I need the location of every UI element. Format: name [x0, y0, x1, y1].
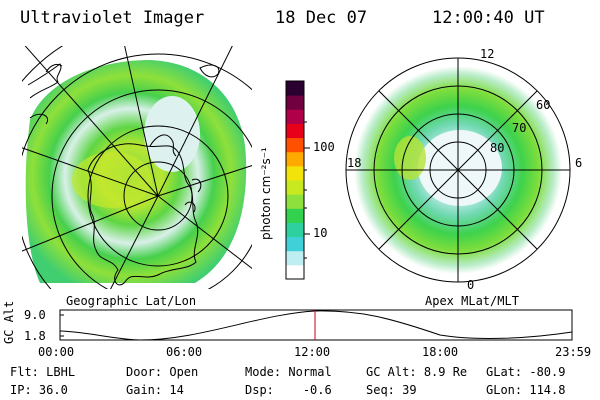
geo-lon-info: GLon: 114.8: [486, 383, 566, 397]
altitude-ytick-max: 9.0: [24, 308, 46, 322]
filter-info: Flt: LBHL: [10, 365, 76, 379]
colorbar-segment: [286, 264, 304, 280]
altitude-ytick-min: 1.8: [24, 329, 46, 343]
colorbar-segment: [286, 151, 304, 167]
colorbar-segment: [286, 123, 304, 139]
mode-info: Mode: Normal: [245, 365, 332, 379]
colorbar-segment: [286, 137, 304, 153]
right-map-caption: Apex MLat/MLT: [425, 294, 519, 308]
mlt-label-top: 12: [480, 47, 495, 61]
colorbar: [285, 80, 310, 280]
geographic-map: [22, 46, 252, 289]
door-info: Door: Open: [126, 365, 199, 379]
gain-info: Gain: 14: [126, 383, 184, 397]
mlt-label-bottom: 0: [467, 278, 475, 292]
colorbar-tick-10: 10: [313, 226, 328, 240]
mlt-label-right: 6: [575, 156, 583, 170]
altitude-plot: [59, 309, 573, 341]
colorbar-segment: [286, 250, 304, 266]
sequence-info: Seq: 39: [366, 383, 417, 397]
observation-date: 18 Dec 07: [275, 8, 368, 28]
dsp-info: Dsp: -0.6: [245, 383, 332, 397]
colorbar-segment: [286, 236, 304, 252]
mlat-label-60: 60: [536, 98, 551, 112]
ip-info: IP: 36.0: [10, 383, 68, 397]
geo-lat-info: GLat: -80.9: [486, 365, 566, 379]
left-map-caption: Geographic Lat/Lon: [66, 294, 197, 308]
time-tick-1800: 18:00: [422, 345, 459, 359]
time-tick-2359: 23:59: [555, 345, 592, 359]
mlat-label-70: 70: [512, 121, 527, 135]
colorbar-unit-label: photon cm⁻²s⁻¹: [259, 147, 273, 240]
mlt-label-left: 18: [347, 156, 362, 170]
time-tick-0000: 00:00: [38, 345, 75, 359]
colorbar-segment: [286, 95, 304, 110]
colorbar-tick-100: 100: [313, 140, 335, 154]
time-tick-1200: 12:00: [294, 345, 331, 359]
colorbar-segment: [286, 165, 304, 181]
colorbar-segment: [286, 208, 304, 223]
colorbar-segment: [286, 194, 304, 209]
gc-alt-info: GC Alt: 8.9 Re: [366, 365, 468, 379]
colorbar-segment: [286, 109, 304, 124]
time-tick-0600: 06:00: [166, 345, 203, 359]
colorbar-segment: [286, 81, 304, 96]
observation-time: 12:00:40 UT: [432, 8, 545, 28]
instrument-title: Ultraviolet Imager: [20, 8, 205, 28]
mlat-label-80: 80: [490, 141, 505, 155]
aurora-gap-left: [144, 96, 200, 172]
colorbar-segment: [286, 180, 304, 195]
altitude-axis-label: GC Alt: [2, 300, 16, 344]
colorbar-segment: [286, 222, 304, 238]
magnetic-map: [345, 57, 571, 283]
